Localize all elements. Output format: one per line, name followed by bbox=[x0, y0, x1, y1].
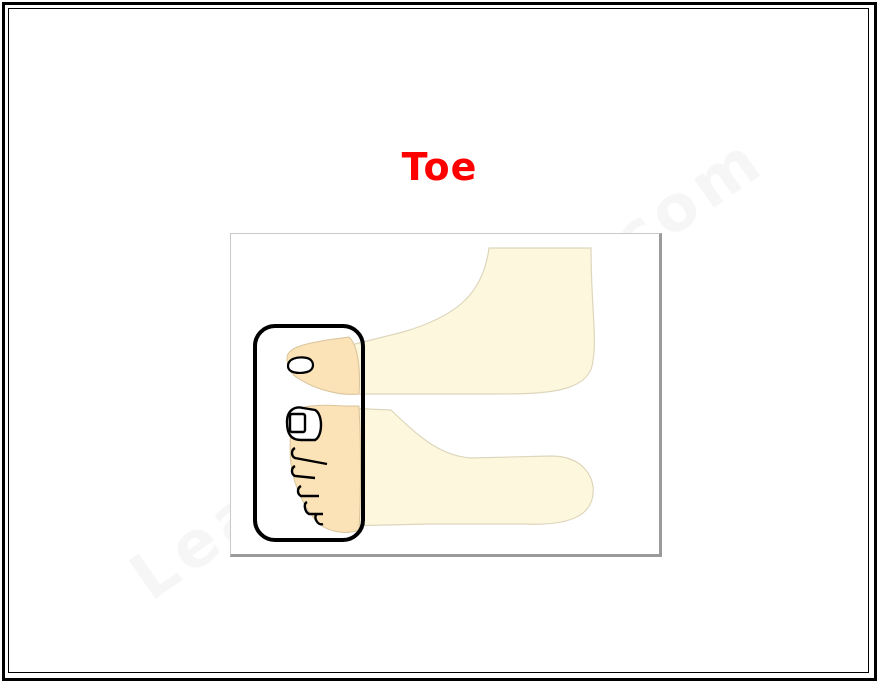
upper-toenail bbox=[286, 356, 315, 374]
upper-big-toe bbox=[286, 336, 360, 395]
feet-illustration bbox=[230, 233, 662, 557]
upper-foot bbox=[342, 247, 595, 395]
inner-border bbox=[8, 8, 869, 673]
toe-highlight-box bbox=[253, 324, 365, 542]
feet-drawing bbox=[253, 247, 595, 542]
toe-5-line bbox=[303, 500, 323, 516]
toe-6-line bbox=[314, 512, 324, 526]
lower-big-toenail bbox=[288, 412, 307, 434]
toe-4-line bbox=[296, 484, 319, 498]
lower-foot bbox=[342, 407, 594, 527]
toe-3-line bbox=[290, 464, 316, 480]
card-title: Toe bbox=[401, 145, 478, 189]
toe-2-line bbox=[290, 446, 328, 466]
